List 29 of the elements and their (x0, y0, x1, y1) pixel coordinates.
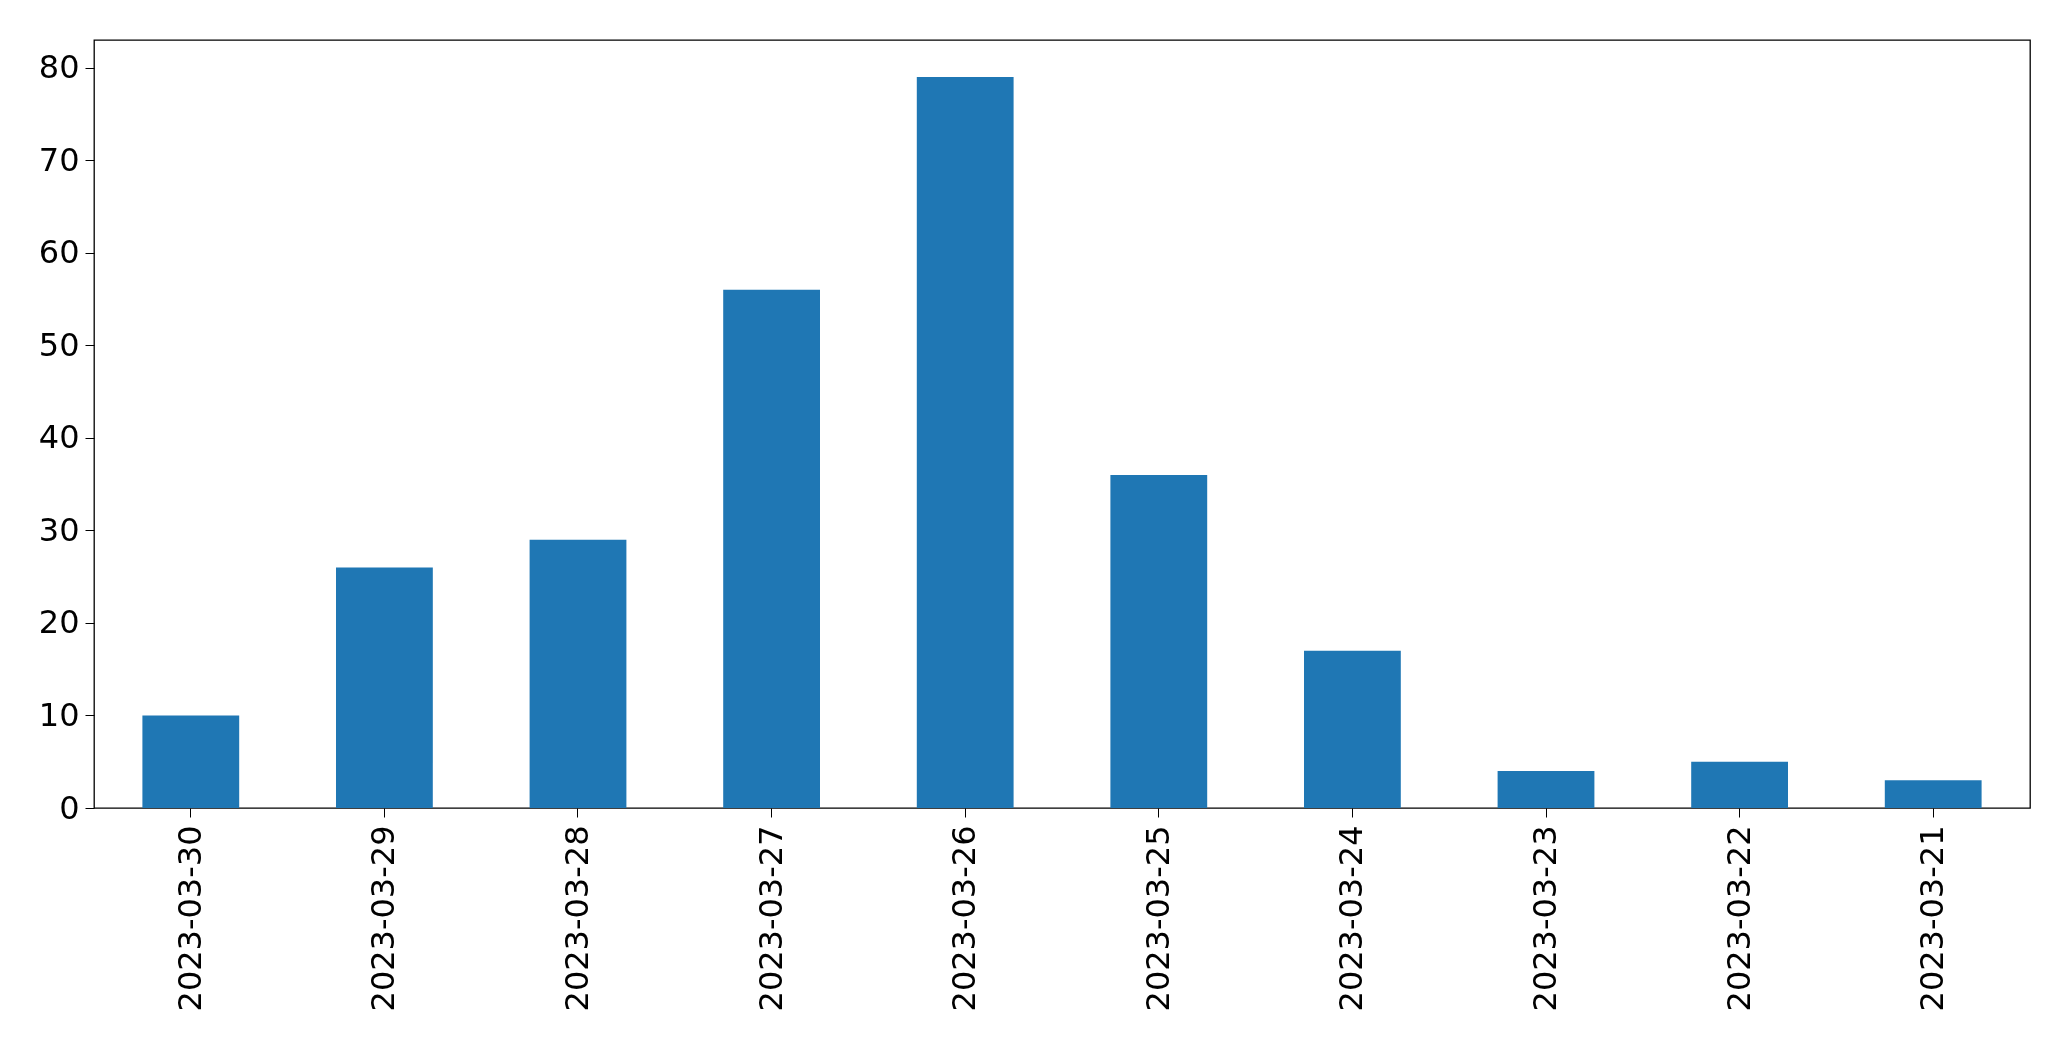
bar (1497, 770, 1595, 808)
x-tick-label: 2023-03-22 (1719, 825, 1758, 1012)
y-tick-label: 70 (38, 140, 80, 179)
y-tick-label: 40 (38, 418, 80, 457)
x-tick-label: 2023-03-25 (1138, 825, 1177, 1012)
bar (142, 715, 240, 808)
x-tick-label: 2023-03-21 (1913, 825, 1952, 1012)
bar (529, 539, 627, 808)
x-tick-label: 2023-03-26 (945, 825, 984, 1012)
bar (1304, 650, 1401, 808)
x-tick-label: 2023-03-24 (1332, 825, 1371, 1012)
y-tick-label: 80 (38, 48, 80, 87)
x-tick-label: 2023-03-29 (364, 825, 403, 1012)
y-tick-label: 20 (38, 603, 80, 642)
bar (1884, 780, 1982, 808)
x-tick-label: 2023-03-28 (558, 825, 596, 1012)
y-tick-label: 0 (59, 788, 80, 827)
x-tick-label: 2023-03-30 (170, 825, 209, 1012)
bar (916, 77, 1014, 808)
bar (1110, 474, 1208, 808)
x-tick-label: 2023-03-27 (751, 825, 790, 1012)
x-tick-label: 2023-03-23 (1526, 825, 1564, 1012)
bar (1691, 761, 1788, 808)
y-tick-label: 50 (38, 325, 80, 364)
y-tick-label: 30 (38, 510, 80, 549)
y-tick-label: 60 (38, 233, 80, 272)
y-tick-label: 10 (38, 695, 80, 734)
bar (723, 289, 820, 808)
bar (336, 567, 433, 808)
